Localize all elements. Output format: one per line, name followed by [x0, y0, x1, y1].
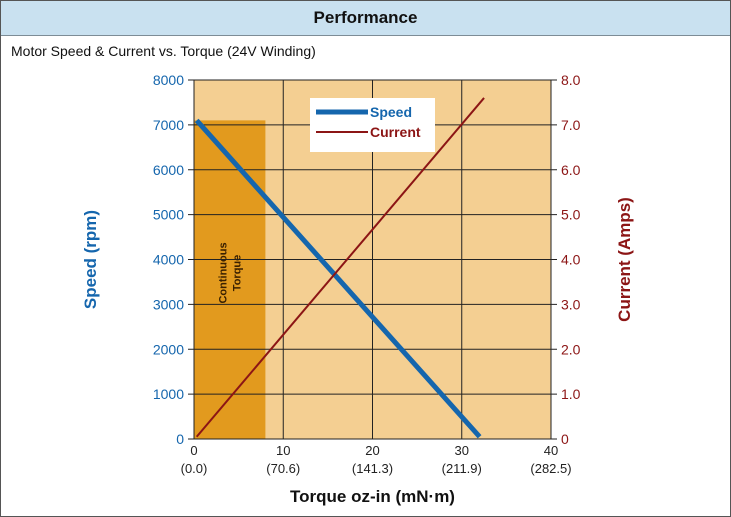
region-0 — [194, 120, 266, 439]
y-right-tick-label: 2.0 — [561, 341, 581, 357]
chart-subtitle: Motor Speed & Current vs. Torque (24V Wi… — [11, 43, 316, 59]
axis-layer: 0 1000 2000 3000 4000 5000 6000 7000 8000 0 1.0 2.0… — [153, 72, 581, 476]
y-right-tick-label: 6.0 — [561, 162, 581, 178]
y-right-tick-label: 5.0 — [561, 207, 581, 223]
y-left-tick-label: 0 — [176, 431, 184, 447]
panel-header: Performance — [1, 1, 730, 36]
x-tick-label: 0 — [190, 443, 197, 458]
y-right-tick-label: 4.0 — [561, 252, 581, 268]
x-tick-sublabel: (141.3) — [352, 461, 393, 476]
y-left-tick-label: 2000 — [153, 341, 184, 357]
x-tick-sublabel: (70.6) — [266, 461, 300, 476]
legend-label-speed: Speed — [370, 104, 412, 120]
x-tick-label: 20 — [365, 443, 379, 458]
region-label: Continuous Torque — [218, 242, 244, 303]
legend: Speed Current — [310, 98, 435, 152]
y-right-tick-label: 1.0 — [561, 386, 581, 402]
region-layer: Continuous Torque — [194, 120, 266, 439]
y-left-tick-label: 4000 — [153, 252, 184, 268]
y-left-tick-label: 8000 — [153, 72, 184, 88]
y-left-tick-label: 6000 — [153, 162, 184, 178]
series-line-speed — [194, 118, 482, 439]
y-right-axis-title: Current (Amps) — [615, 197, 634, 322]
x-tick-label: 10 — [276, 443, 290, 458]
x-axis-title: Torque oz-in (mN·m) — [290, 487, 455, 506]
x-tick-sublabel: (0.0) — [181, 461, 208, 476]
x-tick-sublabel: (211.9) — [442, 461, 482, 476]
grid-layer — [194, 80, 551, 439]
y-right-tick-label: 0 — [561, 431, 569, 447]
x-tick-label: 40 — [544, 443, 558, 458]
series-layer — [194, 97, 485, 439]
x-tick-sublabel: (282.5) — [530, 461, 571, 476]
series-line-current — [195, 97, 485, 438]
legend-label-current: Current — [370, 124, 421, 140]
y-right-tick-label: 7.0 — [561, 117, 581, 133]
x-tick-label: 30 — [455, 443, 469, 458]
y-left-tick-label: 1000 — [153, 386, 184, 402]
y-left-tick-label: 5000 — [153, 207, 184, 223]
y-left-tick-label: 7000 — [153, 117, 184, 133]
y-left-tick-label: 3000 — [153, 296, 184, 312]
legend-box — [310, 98, 435, 152]
y-left-axis-title: Speed (rpm) — [81, 210, 100, 309]
y-right-tick-label: 3.0 — [561, 296, 581, 312]
y-right-tick-label: 8.0 — [561, 72, 581, 88]
